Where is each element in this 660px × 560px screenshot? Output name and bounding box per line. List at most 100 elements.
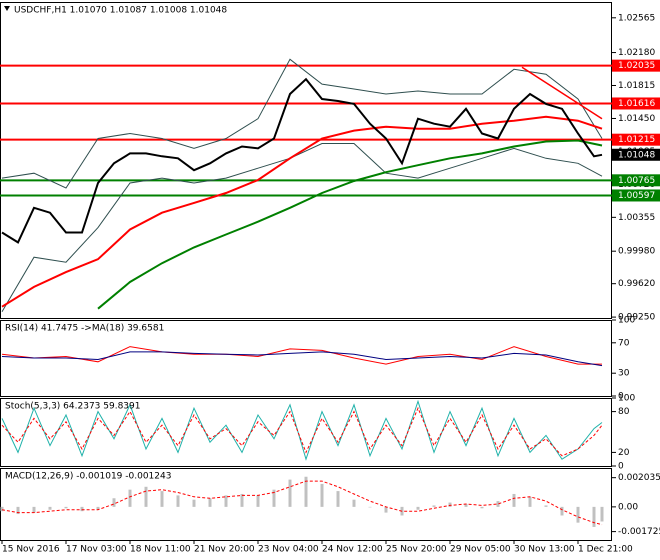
histogram-bar [544, 505, 548, 507]
histogram-bar [528, 496, 532, 507]
histogram-bar [384, 506, 388, 513]
panel-frame [0, 468, 612, 541]
y-tick-label: 30 [618, 369, 630, 379]
y-tick-label: 0.99620 [618, 279, 655, 289]
y-tick-label: 80 [618, 407, 630, 417]
histogram-bar [336, 491, 340, 507]
y-tick-label: 1.00355 [618, 213, 655, 223]
y-tick-label: 70 [618, 338, 630, 348]
series-line [1, 346, 602, 365]
y-tick-label: 1.02180 [618, 48, 655, 58]
y-tick-label: 0 [618, 462, 624, 472]
y-tick-label: 0.99980 [618, 247, 655, 257]
dropdown-icon [4, 6, 10, 11]
histogram-bar [496, 501, 500, 507]
histogram-bar [128, 489, 132, 507]
histogram-bar [80, 506, 84, 512]
histogram-bar [368, 506, 372, 508]
histogram-bar [304, 476, 308, 507]
series-line [97, 139, 603, 310]
x-tick-label: 25 Nov 20:00 [386, 545, 447, 555]
histogram-bar [112, 498, 116, 507]
series-line [1, 351, 603, 367]
histogram-bar [560, 506, 564, 516]
x-tick-label: 1 Dec 21:00 [578, 545, 633, 555]
series-line [1, 77, 603, 244]
series-line [1, 143, 603, 312]
panel-frame [0, 2, 612, 319]
y-tick-label: 0.00 [618, 502, 638, 512]
y-tick-label: 0.002035 [618, 473, 660, 483]
level-label-bg [612, 97, 660, 110]
series-line [1, 399, 603, 461]
histogram-bar [416, 506, 420, 510]
histogram-bar [96, 506, 100, 510]
y-tick-label: -0.001725 [618, 527, 660, 537]
histogram-bar [272, 489, 276, 507]
panel-title: Stoch(5,3,3) 64.2373 59.8391 [5, 402, 140, 412]
histogram-bar [448, 502, 452, 507]
x-tick-label: 30 Nov 13:00 [514, 545, 575, 555]
histogram-bar [16, 506, 20, 515]
level-label: 1.01215 [618, 135, 655, 145]
histogram-bar [320, 483, 324, 507]
histogram-bar [480, 506, 484, 509]
level-label: 1.00765 [618, 176, 655, 186]
panel-title: MACD(12,26,9) -0.001019 -0.001243 [5, 472, 171, 482]
y-tick-label: 1.01815 [618, 81, 655, 91]
histogram-bar [464, 504, 468, 507]
level-label: 1.02035 [618, 61, 655, 71]
histogram-bar [512, 493, 516, 507]
current-price-bg [612, 148, 660, 161]
y-tick-label: 100 [618, 394, 635, 404]
panel-title: USDCHF,H1 1.01070 1.01087 1.01008 1.0104… [14, 6, 227, 16]
histogram-bar [144, 486, 148, 507]
histogram-bar [432, 505, 436, 507]
x-tick-label: 21 Nov 20:00 [194, 545, 255, 555]
histogram-bar [240, 493, 244, 507]
current-price-label: 1.01048 [618, 150, 655, 160]
series-line [1, 406, 603, 457]
x-tick-label: 15 Nov 2016 [2, 545, 60, 555]
x-tick-label: 24 Nov 12:00 [322, 545, 383, 555]
histogram-bar [48, 506, 52, 510]
histogram-bar [256, 495, 260, 507]
x-tick-label: 29 Nov 05:00 [450, 545, 511, 555]
trendline [521, 66, 603, 120]
level-label-bg [612, 133, 660, 146]
y-tick-label: 20 [618, 448, 630, 458]
series-line [1, 115, 603, 308]
histogram-bar [224, 495, 228, 507]
y-tick-label: 100 [618, 316, 635, 326]
histogram-bar [600, 506, 604, 522]
series-line [1, 58, 603, 189]
level-label: 1.00597 [618, 191, 655, 201]
histogram-bar [0, 506, 4, 512]
histogram-bar [592, 506, 596, 527]
histogram-bar [192, 499, 196, 507]
histogram-bar [32, 506, 36, 513]
histogram-bar [288, 479, 292, 507]
histogram-bar [352, 499, 356, 507]
histogram-bar [208, 498, 212, 507]
level-label-bg [612, 189, 660, 202]
level-label: 1.01616 [618, 99, 655, 109]
histogram-bar [160, 491, 164, 507]
y-tick-label: 0.99250 [618, 313, 655, 323]
series-line [1, 480, 603, 526]
level-label-bg [612, 174, 660, 187]
histogram-bar [176, 495, 180, 507]
y-tick-label: 1.02565 [618, 13, 655, 23]
histogram-bar [576, 506, 580, 523]
x-tick-label: 17 Nov 03:00 [66, 545, 127, 555]
x-tick-label: 18 Nov 11:00 [130, 545, 191, 555]
panel-frame [0, 320, 612, 397]
panel-frame [0, 398, 612, 467]
histogram-bar [64, 506, 68, 509]
level-label-bg [612, 59, 660, 72]
panel-title: RSI(14) 41.7475 ->MA(18) 39.6581 [5, 324, 164, 334]
x-tick-label: 23 Nov 04:00 [258, 545, 319, 555]
y-tick-label: 0 [618, 392, 624, 402]
y-tick-label: 1.01450 [618, 114, 655, 124]
